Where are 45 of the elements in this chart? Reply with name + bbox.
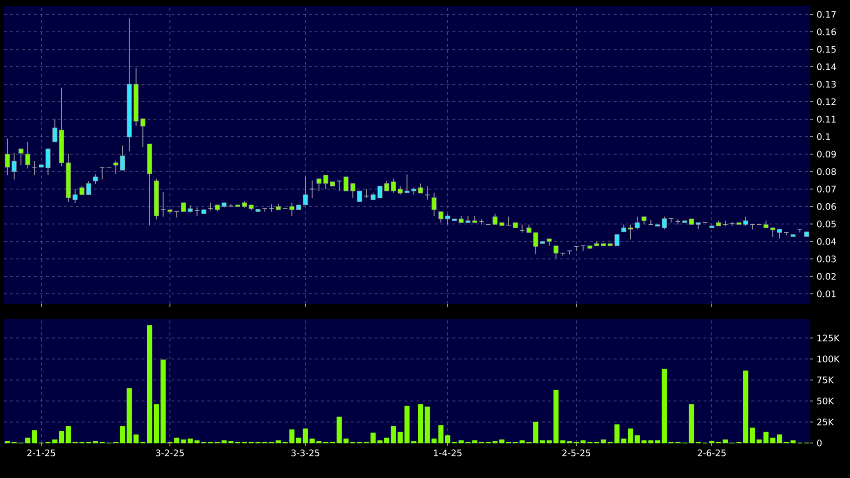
candlestick: [662, 216, 667, 230]
candlestick: [750, 224, 755, 230]
y-tick-label: 0.13: [817, 80, 836, 88]
y-tick-label: 0.04: [817, 238, 836, 245]
y-tick-label: 75K: [817, 376, 834, 384]
candlestick: [336, 180, 342, 192]
y-tick-label: 0.03: [817, 256, 836, 262]
y-tick-label: 0: [817, 440, 822, 446]
y-tick-label: 0.08: [817, 168, 836, 175]
x-tick-label: 3-3-25: [291, 450, 320, 456]
candlestick: [424, 186, 430, 200]
candlestick: [140, 118, 146, 148]
candlestick: [554, 245, 558, 259]
x-tick-label: 2-5-25: [562, 450, 590, 456]
candlestick: [344, 176, 349, 192]
y-tick-label: 125K: [818, 334, 840, 342]
x-tick-label: 2-1-25: [27, 450, 56, 456]
x-tick-label: 2-6-25: [698, 450, 726, 456]
candlestick: [432, 192, 437, 216]
y-tick-label: 0.15: [817, 46, 836, 53]
x-tick-label: 3-2-25: [156, 450, 184, 456]
y-tick-label: 0.06: [817, 203, 836, 210]
y-tick-label: 0.11: [817, 116, 836, 123]
x-tick-label: 1-4-25: [434, 450, 462, 456]
y-tick-label: 25K: [817, 418, 834, 426]
candlestick: [310, 180, 315, 198]
y-tick-label: 0.01: [817, 290, 836, 298]
candlestick: [302, 176, 308, 206]
y-tick-label: 0.1: [817, 133, 830, 140]
y-tick-label: 0.07: [817, 186, 836, 192]
candlestick: [18, 148, 24, 166]
candlestick: [492, 213, 498, 225]
candlestick: [364, 188, 369, 198]
y-tick-label: 0.14: [817, 63, 836, 70]
candlestick: [25, 141, 30, 169]
y-tick-label: 0.09: [817, 150, 836, 158]
y-tick-label: 0.02: [817, 273, 836, 280]
y-tick-label: 100K: [818, 356, 840, 362]
y-tick-label: 50K: [817, 398, 834, 404]
y-tick-label: 0.05: [817, 220, 836, 228]
candlestick: [92, 174, 98, 184]
y-tick-label: 0.12: [817, 98, 836, 106]
y-tick-label: 0.16: [817, 28, 836, 36]
y-tick-label: 0.17: [817, 10, 836, 18]
candlestick: [675, 218, 680, 225]
